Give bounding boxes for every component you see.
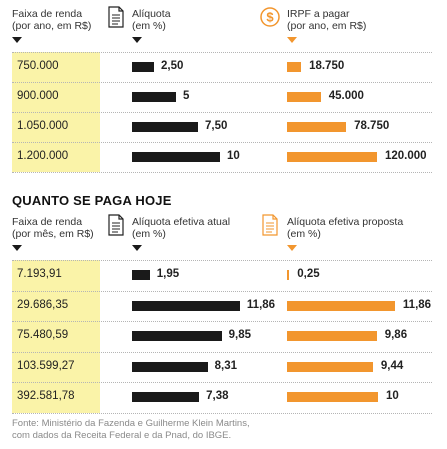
bar-rate	[132, 122, 198, 132]
bar-proposed	[287, 392, 378, 403]
bar-current	[132, 331, 222, 342]
value-label-rate: 7,50	[205, 120, 228, 132]
s2-col1-header: Faixa de renda (por mês, em R$)	[12, 216, 94, 240]
bar-current	[132, 392, 200, 403]
bar-current	[132, 361, 208, 372]
value-label-rate: 5	[183, 90, 190, 102]
income-column-highlight	[12, 260, 100, 413]
row-separator	[12, 142, 432, 143]
row-separator	[12, 382, 432, 383]
value-label-current: 1,95	[156, 268, 180, 281]
bar-tax	[287, 152, 377, 162]
income-label: 29.686,35	[17, 298, 69, 311]
bar-tax	[287, 92, 321, 102]
bar-proposed	[287, 300, 395, 311]
row-separator	[12, 290, 432, 292]
row-separator	[12, 82, 432, 83]
s2-col2-header: Alíquota efetiva atual (em %)	[132, 216, 231, 240]
bar-proposed	[287, 361, 373, 372]
row-separator	[12, 412, 432, 414]
value-label-current: 9,85	[228, 329, 252, 342]
value-label-proposed: 11,86	[402, 298, 432, 311]
s1-col3-header: IRPF a pagar (por ano, em R$)	[287, 8, 367, 32]
bar-current	[132, 270, 150, 281]
income-label: 750.000	[17, 60, 59, 72]
section-title: QUANTO SE PAGA HOJE	[12, 193, 172, 208]
dollar-coin-icon: $	[260, 7, 280, 27]
value-label-current: 11,86	[246, 298, 276, 311]
value-label-current: 8,31	[214, 359, 237, 372]
value-label-rate: 10	[227, 150, 240, 162]
s1-col2-sort-icon	[132, 37, 142, 43]
s2-col3-sort-icon	[287, 245, 297, 251]
value-label-tax: 45.000	[328, 90, 364, 102]
row-separator	[12, 260, 432, 261]
value-label-tax: 120.000	[385, 150, 427, 162]
s1-col1-header: Faixa de renda (por ano, em R$)	[12, 8, 92, 32]
s2-col1-sort-icon	[12, 245, 22, 251]
bar-rate	[132, 92, 176, 102]
value-label-proposed: 9,44	[380, 359, 404, 372]
income-label: 103.599,27	[17, 359, 75, 372]
bar-tax	[287, 122, 347, 132]
s1-col3-sort-icon	[287, 37, 297, 43]
value-label-tax: 78.750	[354, 120, 390, 132]
svg-text:$: $	[266, 10, 274, 25]
income-label: 392.581,78	[17, 390, 75, 403]
income-label: 900.000	[17, 90, 59, 102]
document-icon	[108, 214, 124, 236]
bar-tax	[287, 62, 302, 72]
s2-col2-sort-icon	[132, 245, 142, 251]
income-label: 1.050.000	[17, 120, 69, 132]
source-footer: Fonte: Ministério da Fazenda e Guilherme…	[12, 418, 250, 441]
row-separator	[12, 351, 432, 353]
row-separator	[12, 52, 432, 53]
row-separator	[12, 112, 432, 113]
value-label-current: 7,38	[206, 390, 229, 403]
bar-proposed	[287, 270, 290, 281]
value-label-proposed: 9,86	[384, 329, 408, 342]
value-label-proposed: 10	[386, 390, 399, 403]
bar-current	[132, 300, 240, 311]
s1-col1-sort-icon	[12, 37, 22, 43]
income-label: 75.480,59	[17, 329, 69, 342]
income-label: 1.200.000	[17, 150, 69, 162]
bar-proposed	[287, 331, 377, 342]
bar-rate	[132, 152, 220, 162]
row-separator	[12, 321, 432, 322]
document-icon	[108, 6, 124, 28]
bar-rate	[132, 62, 154, 72]
row-separator	[12, 172, 432, 173]
s1-col2-header: Alíquota (em %)	[132, 8, 171, 32]
value-label-tax: 18.750	[309, 60, 345, 72]
s2-col3-header: Alíquota efetiva proposta (em %)	[287, 216, 404, 240]
document-icon	[262, 214, 278, 236]
value-label-rate: 2,50	[161, 60, 184, 72]
value-label-proposed: 0,25	[297, 268, 320, 281]
income-label: 7.193,91	[17, 268, 62, 281]
